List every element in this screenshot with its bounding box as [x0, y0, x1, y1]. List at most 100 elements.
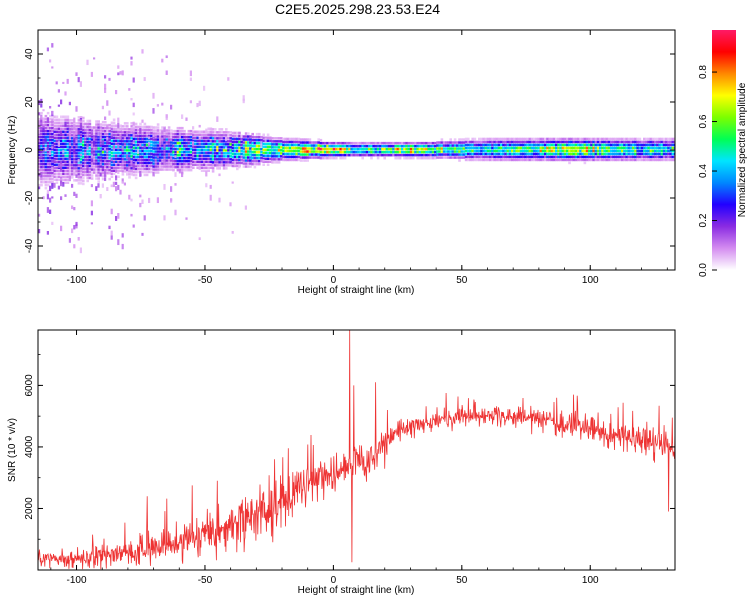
- spectrogram-cell: [603, 143, 606, 147]
- spectrogram-cell: [189, 159, 193, 163]
- spectrogram-cell: [119, 166, 122, 169]
- spectrogram-cell: [220, 134, 224, 137]
- spectrogram-cell: [44, 129, 48, 133]
- spectrogram-cell: [104, 168, 107, 172]
- spectrogram-cell: [634, 158, 637, 162]
- spectrogram-cell: [106, 153, 109, 157]
- spectrogram-cell: [225, 167, 228, 170]
- spectrogram-cell: [176, 156, 180, 160]
- spectrogram-cell: [145, 149, 149, 153]
- spectrogram-cell: [456, 147, 459, 150]
- spectrogram-cell: [407, 144, 411, 148]
- spectrogram-scatter-cell: [148, 197, 151, 204]
- spectrogram-cell: [99, 126, 103, 129]
- spectrogram-cell: [618, 152, 622, 156]
- spectrogram-cell: [491, 143, 494, 147]
- spectrogram-cell: [143, 149, 147, 153]
- spectrogram-cell: [548, 149, 551, 153]
- spectrogram-cell: [368, 153, 371, 157]
- spectrogram-cell: [286, 152, 290, 156]
- spectrogram-scatter-cell: [62, 158, 65, 162]
- spectrogram-cell: [304, 141, 307, 144]
- spectrogram-cell: [49, 123, 52, 127]
- spectrogram-cell: [44, 117, 48, 121]
- spectrogram-cell: [216, 137, 219, 140]
- spectrogram-cell: [462, 153, 466, 156]
- spectrogram-scatter-cell: [64, 194, 67, 197]
- spectrogram-scatter-cell: [40, 174, 43, 178]
- spectrogram-scatter-cell: [137, 149, 140, 154]
- spectrogram-cell: [97, 144, 100, 147]
- spectrogram-cell: [328, 141, 331, 145]
- spectrogram-cell: [211, 152, 215, 155]
- spectrogram-cell: [161, 159, 164, 162]
- spectrogram-cell: [282, 152, 285, 156]
- spectrogram-cell: [152, 147, 155, 150]
- spectrogram-cell: [143, 164, 147, 168]
- spectrogram-cell: [431, 147, 435, 151]
- spectrogram-cell: [84, 152, 87, 156]
- spectrogram-cell: [38, 159, 41, 163]
- spectrogram-cell: [220, 137, 224, 140]
- spectrogram-cell: [552, 155, 556, 159]
- spectrogram-cell: [462, 138, 466, 141]
- spectrogram-cell: [522, 146, 525, 150]
- spectrogram-cell: [53, 178, 56, 181]
- spectrogram-cell: [592, 155, 595, 159]
- spectrogram-cell: [262, 154, 265, 157]
- spectrogram-cell: [128, 173, 131, 176]
- spectrogram-cell: [359, 141, 362, 145]
- spectrogram-scatter-cell: [62, 182, 65, 187]
- spectrogram-cell: [185, 135, 188, 139]
- spectrogram-cell: [612, 158, 615, 162]
- spectrogram-cell: [563, 158, 567, 162]
- spectrogram-cell: [625, 140, 628, 144]
- spectrogram-cell: [148, 161, 151, 165]
- spectrogram-cell: [346, 147, 349, 151]
- spectrogram-cell: [148, 131, 151, 135]
- snr-series-line: [38, 330, 675, 570]
- spectrogram-cell: [49, 174, 52, 178]
- spectrogram-scatter-cell: [60, 99, 63, 105]
- spectrogram-cell: [196, 148, 199, 151]
- spectrogram-cell: [159, 156, 162, 159]
- spectrogram-cell: [458, 147, 461, 150]
- spectrogram-cell: [350, 153, 353, 157]
- spectrogram-scatter-cell: [62, 81, 65, 84]
- spectrogram-cell: [519, 137, 523, 141]
- spectrogram-cell: [295, 155, 298, 159]
- spectrogram-scatter-cell: [75, 193, 78, 198]
- spectrogram-cell: [75, 161, 78, 164]
- spectrogram-cell: [451, 150, 455, 153]
- spectrogram-cell: [53, 124, 56, 127]
- spectrogram-cell: [326, 141, 329, 145]
- spectrogram-cell: [229, 134, 232, 137]
- spectrogram-cell: [614, 149, 617, 153]
- spectrogram-cell: [77, 122, 81, 125]
- spectrogram-cell: [194, 154, 197, 157]
- spectrogram-cell: [632, 137, 635, 141]
- spectrogram-cell: [123, 158, 127, 161]
- spectrogram-cell: [121, 167, 125, 170]
- spectrogram-cell: [610, 143, 613, 147]
- spectrogram-cell: [599, 140, 602, 144]
- spectrogram-cell: [84, 125, 87, 129]
- spectrogram-cell: [530, 158, 534, 162]
- spectrogram-cell: [506, 149, 510, 153]
- spectrogram-scatter-cell: [104, 88, 107, 94]
- spectrogram-cell: [145, 134, 149, 138]
- spectrogram-cell: [634, 140, 637, 144]
- spectrogram-cell: [251, 138, 254, 142]
- spectrogram-cell: [467, 149, 470, 153]
- spectrogram-scatter-cell: [115, 181, 118, 185]
- spectrogram-cell: [504, 137, 507, 141]
- spectrogram-cell: [77, 137, 81, 140]
- spectrogram-cell: [330, 144, 334, 148]
- spectrogram-cell: [535, 155, 538, 159]
- spectrogram-cell: [97, 120, 100, 123]
- spectrogram-cell: [282, 140, 285, 144]
- spectrogram-cell: [482, 152, 485, 156]
- spectrogram-cell: [460, 156, 463, 159]
- spectrogram-cell: [126, 137, 129, 140]
- spectrogram-scatter-cell: [60, 168, 63, 171]
